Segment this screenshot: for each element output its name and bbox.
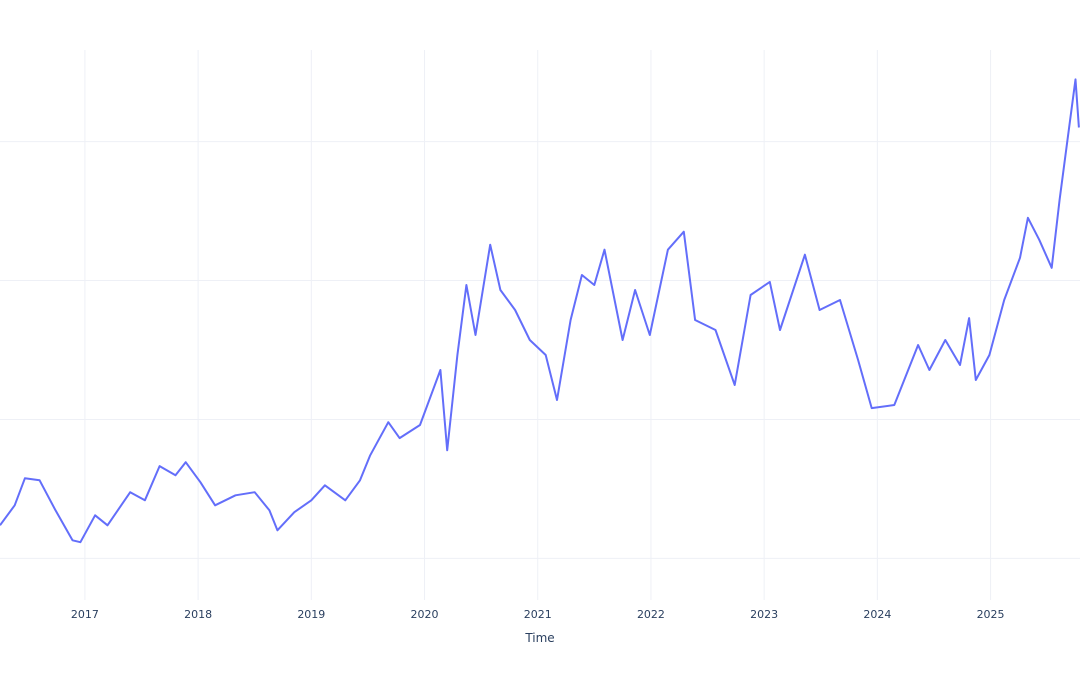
x-tick-label: 2022 [637, 608, 665, 621]
line-series [0, 78, 1080, 544]
x-tick-label: 2023 [750, 608, 778, 621]
x-tick-label: 2018 [184, 608, 212, 621]
x-tick-label: 2017 [71, 608, 99, 621]
x-axis-title: Time [524, 631, 554, 645]
x-tick-label: 2021 [524, 608, 552, 621]
x-tick-label: 2019 [297, 608, 325, 621]
x-tick-label: 2020 [411, 608, 439, 621]
x-tick-label: 2024 [863, 608, 891, 621]
x-tick-label: 2025 [977, 608, 1005, 621]
